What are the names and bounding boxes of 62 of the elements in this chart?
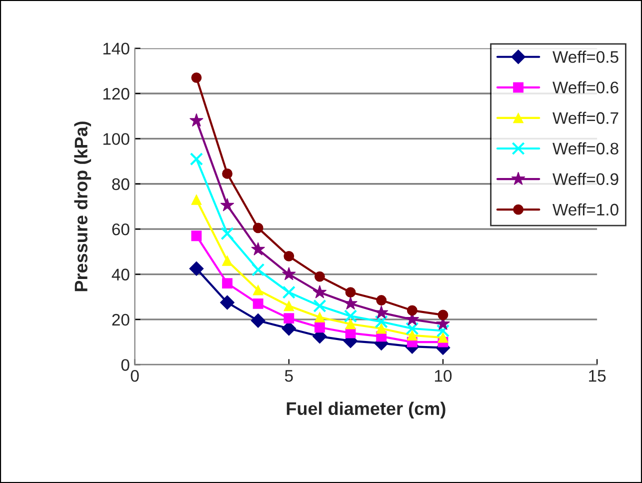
x-tick-label: 5	[284, 370, 293, 382]
point	[438, 332, 448, 343]
point	[252, 298, 264, 309]
point	[251, 263, 265, 276]
point	[406, 305, 418, 316]
y-tick-label: 60	[112, 223, 130, 236]
x-tick-label: 15	[589, 370, 606, 382]
point	[191, 194, 202, 205]
point	[191, 230, 202, 242]
point	[282, 286, 296, 299]
point	[344, 309, 358, 323]
legend-label: Weff=0.6	[552, 81, 618, 94]
y-tick-label: 140	[103, 42, 130, 55]
point	[222, 168, 232, 179]
point	[220, 198, 234, 212]
point	[189, 113, 204, 127]
y-tick-label: 100	[103, 133, 130, 145]
point	[222, 256, 232, 266]
point	[312, 285, 327, 298]
y-tick-label: 120	[103, 88, 130, 100]
y-axis-title: Pressure drop (kPa)	[74, 122, 92, 292]
point	[284, 300, 294, 312]
point	[313, 299, 326, 313]
legend-label: Weff=1.0	[552, 203, 618, 216]
point	[220, 295, 234, 310]
point	[438, 310, 448, 320]
point	[190, 152, 204, 166]
point	[284, 313, 294, 324]
point	[250, 313, 266, 328]
point	[252, 222, 264, 234]
point	[314, 322, 325, 333]
point	[282, 266, 296, 280]
point	[191, 72, 202, 83]
point	[406, 330, 418, 340]
point	[189, 261, 204, 276]
point	[374, 315, 388, 328]
point	[344, 296, 358, 310]
point	[314, 312, 325, 322]
y-tick-label: 20	[112, 314, 130, 326]
legend-label: Weff=0.7	[552, 112, 618, 124]
point	[252, 284, 264, 296]
point	[220, 227, 234, 240]
legend-label: Weff=0.5	[552, 50, 618, 63]
point	[284, 250, 294, 262]
legend-label: Weff=0.9	[552, 172, 618, 186]
point	[376, 323, 387, 334]
point	[314, 271, 325, 282]
x-tick-label: 0	[130, 370, 139, 382]
x-axis-title: Fuel diameter (cm)	[286, 402, 446, 419]
point	[251, 242, 266, 256]
y-tick-label: 40	[112, 268, 130, 280]
point	[376, 295, 387, 306]
x-tick-label: 10	[434, 370, 452, 382]
point	[222, 278, 232, 289]
y-tick-label: 80	[112, 178, 130, 190]
point	[406, 322, 419, 336]
y-tick-label: 0	[121, 359, 130, 371]
point	[345, 287, 356, 298]
legend-label: Weff=0.8	[552, 142, 618, 154]
point	[436, 324, 450, 338]
point	[374, 305, 388, 319]
point	[345, 318, 356, 330]
